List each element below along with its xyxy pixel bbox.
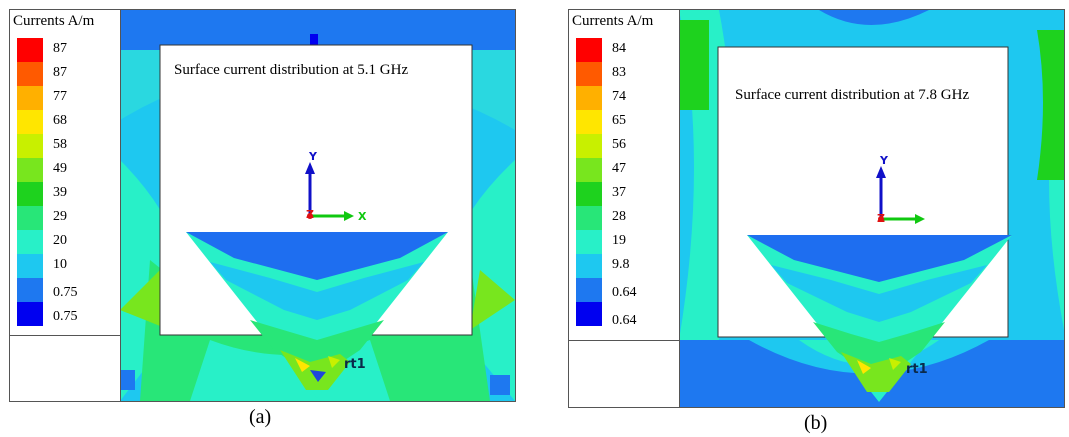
legend-swatch xyxy=(576,182,602,206)
legend-tick: 28 xyxy=(612,209,626,224)
legend-tick: 0.64 xyxy=(612,313,637,328)
coordinate-axes-icon xyxy=(305,162,354,221)
legend-swatch xyxy=(576,110,602,134)
legend-tick: 65 xyxy=(612,113,626,128)
legend-swatch xyxy=(576,278,602,302)
legend-tick: 9.8 xyxy=(612,257,630,272)
legend-swatch xyxy=(17,134,43,158)
legend-swatch xyxy=(17,206,43,230)
legend-tick: 68 xyxy=(53,113,67,128)
legend-tick: 84 xyxy=(612,41,626,56)
legend-tick: 56 xyxy=(612,137,626,152)
legend-blank-area xyxy=(569,341,680,407)
legend-swatch xyxy=(576,62,602,86)
port-label: rt1 xyxy=(906,362,928,377)
axis-labels-b: Y Z xyxy=(877,154,889,225)
legend-blank-area xyxy=(10,336,121,401)
legend-swatch xyxy=(576,302,602,326)
triangle-antenna-a xyxy=(186,232,448,398)
legend-tick: 58 xyxy=(53,137,67,152)
color-legend-a: Currents A/m 87 87 77 68 58 49 39 29 20 … xyxy=(10,10,121,336)
legend-tick: 37 xyxy=(612,185,626,200)
legend-swatch xyxy=(576,230,602,254)
legend-swatch xyxy=(17,182,43,206)
axis-label-y: Y xyxy=(308,150,318,163)
frequency-annotation: Surface current distribution at 5.1 GHz xyxy=(174,62,409,78)
legend-swatch xyxy=(17,86,43,110)
axis-label-z: Z xyxy=(877,212,885,225)
legend-tick: 83 xyxy=(612,65,626,80)
legend-tick: 0.75 xyxy=(53,285,78,300)
legend-tick: 77 xyxy=(53,89,67,104)
legend-swatch xyxy=(576,158,602,182)
legend-tick: 19 xyxy=(612,233,626,248)
axis-label-z: Z xyxy=(306,208,314,221)
legend-swatch xyxy=(17,158,43,182)
current-plot-panel-b: Currents A/m 84 83 74 65 56 47 37 28 19 … xyxy=(568,9,1065,408)
legend-swatch xyxy=(17,278,43,302)
legend-swatch xyxy=(576,254,602,278)
caption-a: (a) xyxy=(249,406,272,428)
legend-swatch xyxy=(576,86,602,110)
frequency-annotation: Surface current distribution at 7.8 GHz xyxy=(735,87,970,103)
legend-tick: 47 xyxy=(612,161,626,176)
legend-swatch xyxy=(576,134,602,158)
axis-label-x: X xyxy=(358,210,367,223)
legend-tick: 29 xyxy=(53,209,67,224)
plate-and-antenna-b xyxy=(717,46,1012,402)
legend-tick: 87 xyxy=(53,65,67,80)
current-plot-panel-a: Currents A/m 87 87 77 68 58 49 39 29 20 … xyxy=(9,9,516,402)
legend-tick: 0.64 xyxy=(612,285,637,300)
legend-swatch xyxy=(17,110,43,134)
legend-title: Currents A/m xyxy=(13,13,95,29)
legend-swatch xyxy=(17,254,43,278)
legend-tick: 49 xyxy=(53,161,67,176)
legend-tick: 0.75 xyxy=(53,309,78,324)
legend-tick: 39 xyxy=(53,185,67,200)
legend-swatch xyxy=(17,62,43,86)
port-label: rt1 xyxy=(344,357,366,372)
legend-swatch xyxy=(576,38,602,62)
legend-tick: 20 xyxy=(53,233,67,248)
legend-swatch xyxy=(17,302,43,326)
legend-tick: 87 xyxy=(53,41,67,56)
legend-tick: 74 xyxy=(612,89,626,104)
legend-swatch xyxy=(17,230,43,254)
legend-swatch xyxy=(576,206,602,230)
legend-tick: 10 xyxy=(53,257,67,272)
color-legend-b: Currents A/m 84 83 74 65 56 47 37 28 19 … xyxy=(569,10,680,341)
axis-label-y: Y xyxy=(879,154,889,167)
legend-title: Currents A/m xyxy=(572,13,654,29)
caption-b: (b) xyxy=(804,412,828,434)
axis-labels-a: Y X Z xyxy=(306,150,367,223)
coordinate-axes-icon xyxy=(876,166,925,224)
legend-swatch xyxy=(17,38,43,62)
triangle-antenna-b xyxy=(747,235,1012,402)
plate-and-antenna-a xyxy=(159,44,473,398)
